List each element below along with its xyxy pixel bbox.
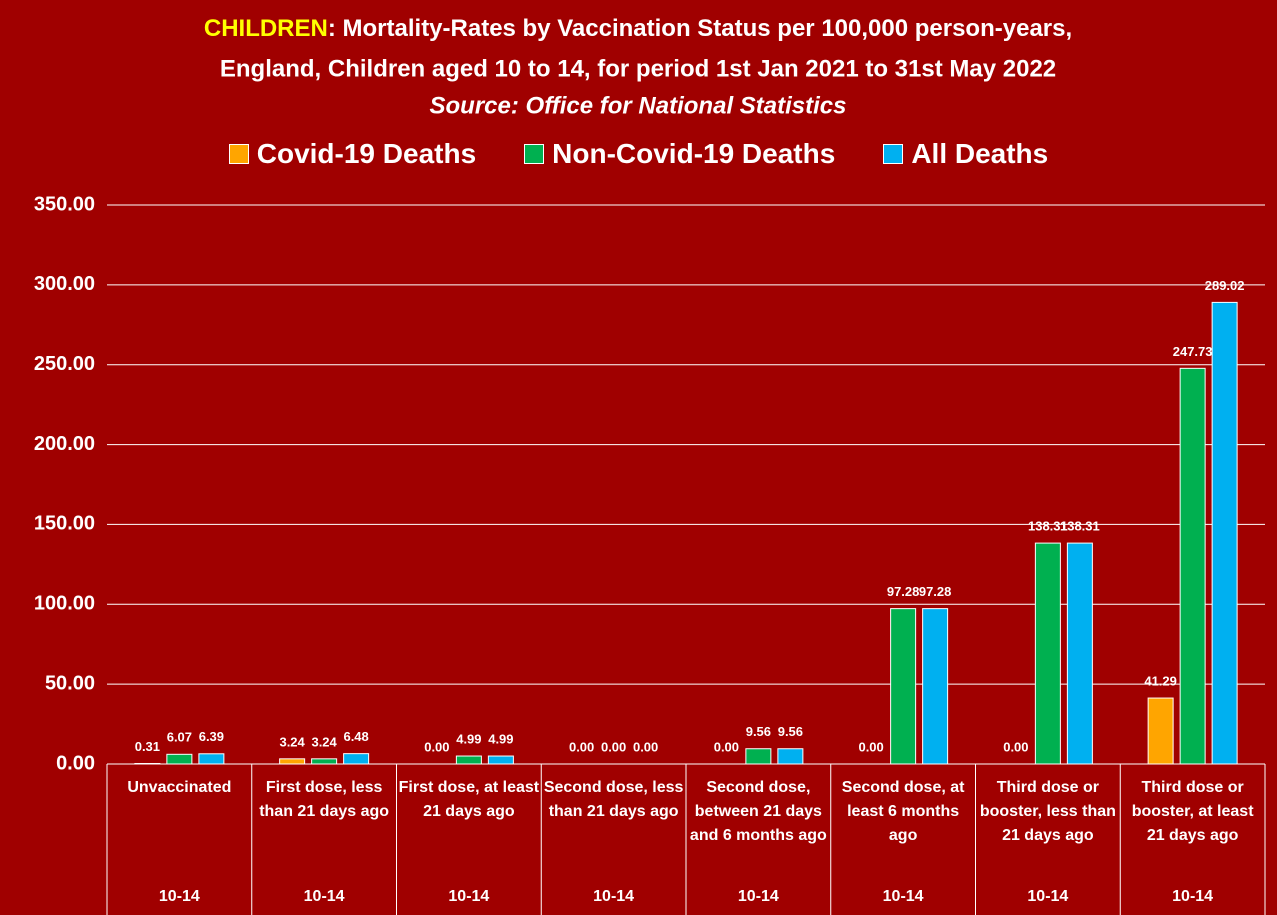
group-label: 10-14 [304, 888, 345, 905]
legend-swatch [524, 144, 545, 164]
bar [890, 608, 917, 765]
legend-item: Covid-19 Deaths [228, 138, 477, 170]
bar [198, 753, 225, 765]
data-label: 247.73 [1173, 344, 1213, 359]
chart-title: CHILDREN: Mortality-Rates by Vaccination… [204, 15, 1072, 42]
data-label: 97.28 [887, 584, 920, 599]
bar [1066, 542, 1093, 765]
data-label: 6.39 [199, 729, 224, 744]
group-label: 10-14 [738, 888, 779, 905]
x-tick-label: Third dose or booster, less than 21 days… [979, 779, 1116, 844]
group-label: 10-14 [593, 888, 634, 905]
chart-title-line: England, Children aged 10 to 14, for per… [220, 55, 1056, 82]
data-label: 3.24 [279, 734, 305, 749]
data-label: 6.48 [343, 729, 368, 744]
y-tick-label: 350.00 [34, 193, 95, 215]
bar [455, 755, 482, 765]
group-label: 10-14 [883, 888, 924, 905]
y-tick-label: 300.00 [34, 273, 95, 295]
group-label: 10-14 [448, 888, 489, 905]
legend-swatch [228, 144, 249, 164]
legend-item: All Deaths [883, 138, 1048, 170]
legend: Covid-19 Deaths Non-Covid-19 Deaths All De… [0, 138, 1277, 170]
legend-swatch [883, 144, 904, 164]
data-label: 0.00 [424, 739, 449, 754]
bar [1034, 542, 1061, 765]
data-label: 9.56 [778, 724, 803, 739]
title-highlight: CHILDREN [204, 15, 328, 42]
data-label: 0.31 [135, 739, 160, 754]
data-label: 289.02 [1205, 278, 1245, 293]
bar [487, 755, 514, 765]
data-label: 0.00 [601, 739, 626, 754]
data-label: 138.31 [1060, 519, 1100, 534]
data-label: 0.00 [714, 739, 739, 754]
data-label: 3.24 [311, 734, 337, 749]
legend-label: Covid-19 Deaths [256, 138, 477, 169]
group-label: 10-14 [159, 888, 200, 905]
group-label: 10-14 [1027, 888, 1068, 905]
chart-subtitle: Source: Office for National Statistics [430, 92, 847, 119]
data-label: 4.99 [456, 731, 481, 746]
title-line: : Mortality-Rates by Vaccination Status … [328, 15, 1072, 42]
bar [1211, 301, 1238, 765]
bar [343, 753, 370, 765]
bar [745, 748, 772, 765]
data-label: 41.29 [1144, 673, 1177, 688]
bar [922, 608, 949, 765]
bar [1147, 697, 1174, 765]
group-label: 10-14 [1172, 888, 1213, 905]
data-label: 6.07 [167, 730, 192, 745]
x-tick-label: Unvaccinated [127, 779, 232, 796]
x-tick-label: Third dose or booster, at least 21 days … [1131, 779, 1254, 844]
y-tick-label: 0.00 [56, 752, 95, 774]
y-tick-label: 100.00 [34, 593, 95, 615]
x-tick-label: First dose, less than 21 days ago [259, 779, 390, 820]
y-tick-label: 50.00 [45, 672, 95, 694]
data-label: 0.00 [858, 739, 883, 754]
x-tick-label: Second dose, at least 6 months ago [841, 779, 965, 844]
x-tick-label: Second dose, between 21 days and 6 month… [689, 779, 827, 844]
x-tick-label: First dose, at least 21 days ago [398, 779, 540, 820]
bar [279, 758, 306, 765]
data-label: 138.31 [1028, 519, 1068, 534]
y-tick-label: 250.00 [34, 353, 95, 375]
legend-label: Non-Covid-19 Deaths [552, 138, 836, 169]
data-label: 0.00 [1003, 739, 1028, 754]
data-label: 4.99 [488, 731, 513, 746]
bar [777, 748, 804, 765]
data-label: 0.00 [569, 739, 594, 754]
y-tick-label: 150.00 [34, 513, 95, 535]
x-tick-label: Second dose, less than 21 days ago [543, 779, 684, 820]
legend-item: Non-Covid-19 Deaths [524, 138, 835, 170]
bar [166, 753, 193, 765]
y-tick-label: 200.00 [34, 433, 95, 455]
data-label: 0.00 [633, 739, 658, 754]
legend-label: All Deaths [911, 138, 1049, 169]
data-label: 97.28 [919, 584, 952, 599]
data-label: 9.56 [746, 724, 771, 739]
bar [311, 758, 338, 765]
bar [1179, 367, 1206, 765]
